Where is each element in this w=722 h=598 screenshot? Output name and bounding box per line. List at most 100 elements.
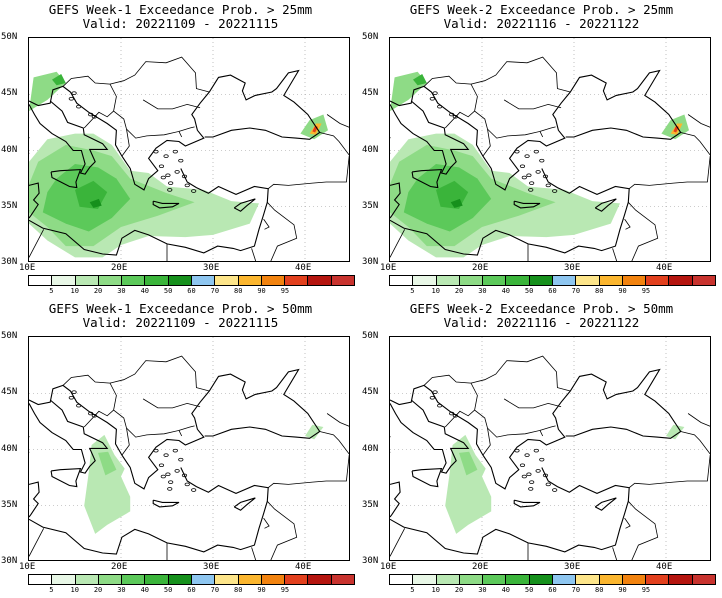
map-svg bbox=[390, 337, 710, 560]
colorbar-swatch bbox=[529, 276, 553, 285]
island bbox=[167, 188, 173, 192]
coastlines bbox=[29, 355, 349, 560]
island bbox=[160, 175, 166, 180]
country-border bbox=[628, 501, 659, 560]
country-border bbox=[178, 425, 195, 431]
colorbar-tick-label: 20 bbox=[93, 287, 103, 295]
colorbar-swatch bbox=[331, 276, 354, 285]
lon-tick-label: 40E bbox=[656, 263, 673, 273]
island bbox=[526, 173, 532, 178]
lat-tick-label: 35N bbox=[362, 200, 379, 211]
island bbox=[542, 473, 549, 478]
colorbar-swatch bbox=[191, 276, 216, 285]
prob-area-50 bbox=[89, 198, 102, 208]
country-border bbox=[539, 126, 556, 132]
colorbar-swatch bbox=[459, 575, 484, 584]
colorbar-tick-label: 50 bbox=[163, 586, 173, 594]
lat-tick-label: 30N bbox=[362, 556, 379, 566]
colorbar-tick-label: 95 bbox=[280, 287, 290, 295]
lat-tick-label: 45N bbox=[362, 88, 379, 99]
coastline bbox=[152, 200, 180, 209]
colorbar-tick-label: 5 bbox=[410, 586, 415, 594]
island bbox=[519, 463, 526, 468]
coastline bbox=[233, 198, 256, 212]
lat-tick-label: 50N bbox=[362, 331, 379, 341]
island bbox=[429, 395, 435, 400]
panel-week2-50mm: GEFS Week-2 Exceedance Prob. > 50mm Valid… bbox=[361, 299, 722, 598]
colorbar-swatch bbox=[646, 276, 670, 285]
probability-shading bbox=[445, 424, 685, 534]
country-border bbox=[83, 409, 114, 428]
coastline bbox=[29, 100, 109, 175]
colorbar-swatch bbox=[599, 276, 623, 285]
colorbar-swatch bbox=[552, 276, 577, 285]
colorbar-tick-label: 40 bbox=[140, 287, 149, 295]
lon-tick-label: 30E bbox=[564, 562, 581, 572]
prob-area-20 bbox=[459, 451, 478, 476]
prob-area-10 bbox=[84, 434, 131, 534]
coastline bbox=[50, 468, 82, 488]
colorbar-swatch bbox=[669, 575, 693, 584]
country-border bbox=[142, 398, 201, 409]
country-border bbox=[29, 528, 45, 557]
probability-shading bbox=[84, 424, 324, 534]
island bbox=[535, 170, 541, 174]
colorbar-tick-label: 10 bbox=[70, 586, 79, 594]
map-svg bbox=[29, 337, 349, 560]
country-border bbox=[267, 455, 349, 489]
lon-tick-label: 10E bbox=[380, 263, 397, 273]
island bbox=[552, 488, 558, 492]
coastline bbox=[390, 168, 630, 256]
colorbar-tick-label: 50 bbox=[524, 586, 534, 594]
island bbox=[165, 173, 171, 178]
island bbox=[545, 482, 551, 487]
colorbar-swatch bbox=[646, 575, 670, 584]
country-border bbox=[482, 129, 491, 157]
coastlines bbox=[390, 56, 710, 261]
colorbar-tick-label: 50 bbox=[163, 287, 173, 295]
colorbar-tick-label: 10 bbox=[431, 287, 440, 295]
island bbox=[163, 154, 169, 158]
island bbox=[71, 91, 77, 95]
colorbar-swatch bbox=[52, 575, 76, 584]
coastline bbox=[29, 368, 321, 490]
colorbar-tick-label: 90 bbox=[618, 287, 627, 295]
lat-tick-label: 45N bbox=[1, 88, 18, 99]
colorbar-swatch bbox=[552, 575, 577, 584]
valid-dates: Valid: 20221109 - 20221115 bbox=[82, 315, 279, 330]
colorbar-swatch bbox=[506, 276, 530, 285]
coastline bbox=[513, 499, 541, 508]
island bbox=[158, 164, 165, 169]
lon-tick-label: 30E bbox=[564, 263, 581, 273]
coastlines bbox=[29, 56, 349, 261]
country-border bbox=[142, 99, 201, 110]
colorbar-swatch bbox=[238, 575, 262, 584]
prob-area-north-high bbox=[52, 74, 66, 86]
island bbox=[432, 390, 438, 394]
colorbar-tick-label: 30 bbox=[478, 287, 487, 295]
valid-dates: Valid: 20221109 - 20221115 bbox=[82, 16, 279, 31]
colorbar-swatch bbox=[483, 276, 507, 285]
country-border bbox=[109, 355, 210, 392]
colorbar-swatch bbox=[215, 276, 239, 285]
colorbar-tick-label: 60 bbox=[187, 586, 196, 594]
lat-tick-label: 35N bbox=[1, 499, 18, 510]
coastline bbox=[513, 200, 541, 209]
island bbox=[437, 403, 443, 408]
country-border bbox=[251, 547, 257, 560]
panel-week1-25mm: GEFS Week-1 Exceedance Prob. > 25mm Valid… bbox=[0, 0, 361, 299]
island bbox=[521, 474, 527, 479]
country-border bbox=[470, 355, 571, 392]
colorbar-tick-label: 60 bbox=[548, 586, 557, 594]
island bbox=[184, 482, 190, 487]
coastline bbox=[29, 467, 269, 555]
island bbox=[514, 448, 520, 453]
lat-tick-label: 40N bbox=[362, 144, 379, 155]
colorbar-swatch bbox=[122, 276, 146, 285]
probability-shading bbox=[29, 71, 328, 258]
island bbox=[429, 96, 435, 101]
coastline bbox=[29, 168, 269, 256]
island bbox=[68, 395, 74, 400]
country-border bbox=[29, 229, 45, 258]
island bbox=[168, 181, 174, 185]
